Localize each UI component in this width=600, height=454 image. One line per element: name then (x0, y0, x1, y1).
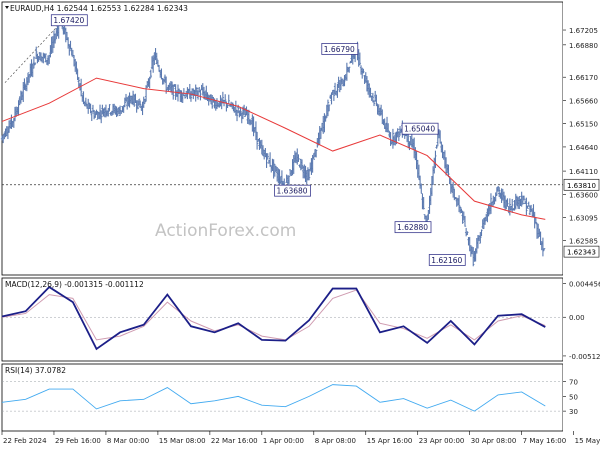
x-tick-label: 8 Mar 00:00 (107, 437, 149, 445)
y-tick-label: 1.63095 (569, 214, 598, 222)
price-header: EURAUD,H4 1.62544 1.62553 1.62284 1.6234… (10, 4, 188, 13)
macd-header: MACD(12,26,9) -0.001315 -0.001112 (5, 280, 144, 289)
x-tick-label: 30 Apr 08:00 (471, 437, 517, 445)
macd-panel (1, 277, 564, 362)
price-label-box (394, 221, 432, 234)
y-tick-label: 1.64110 (569, 168, 598, 176)
macd-tick-label: 0.00 (569, 314, 585, 322)
axis-area (563, 0, 600, 450)
y-tick-label: 1.66880 (569, 42, 598, 50)
price-label: 1.62160 (431, 256, 462, 265)
price-panel (1, 1, 564, 276)
x-tick-label: 1 Apr 00:00 (263, 437, 304, 445)
y-tick-label: 1.62585 (569, 238, 598, 246)
price-label-box (321, 43, 359, 55)
x-tick-label: 15 May 00:00 (575, 437, 600, 445)
x-tick-label: 22 Mar 16:00 (211, 437, 258, 445)
x-tick-label: 15 Mar 08:00 (159, 437, 206, 445)
rsi-line (1, 384, 546, 412)
watermark: ActionForex.com (155, 221, 296, 241)
price-bars (0, 18, 546, 267)
rsi-panel (1, 363, 564, 432)
macd-signal-line (1, 289, 546, 341)
x-tick-label: 22 Feb 2024 (3, 437, 47, 445)
price-label-box (50, 14, 88, 27)
macd-line (1, 285, 546, 351)
price-label-box (274, 184, 311, 197)
x-tick-label: 23 Apr 00:00 (419, 437, 465, 445)
x-tick-label: 7 May 16:00 (523, 437, 567, 445)
price-label: 1.62880 (397, 223, 428, 232)
y-tick-label: 1.65150 (569, 121, 598, 129)
x-tick-label: 15 Apr 16:00 (367, 437, 413, 445)
price-label: 1.67420 (53, 16, 84, 25)
level-tag: 1.63810 (567, 182, 596, 190)
price-label-box (401, 122, 439, 135)
y-tick-label: 1.67205 (569, 27, 598, 35)
rsi-tick-label: 70 (569, 379, 578, 387)
rsi-header: RSI(14) 37.0782 (5, 366, 66, 375)
chevron-down-icon (5, 6, 9, 9)
macd-tick-label: 0.004456 (569, 281, 600, 289)
x-tick-label: 29 Feb 16:00 (55, 437, 101, 445)
price-label: 1.65040 (404, 125, 435, 134)
y-tick-label: 1.66170 (569, 74, 598, 82)
current-price-tag-box (563, 245, 600, 258)
price-label: 1.66790 (324, 45, 355, 54)
price-label: 1.63680 (277, 187, 308, 196)
y-tick-label: 1.63600 (569, 191, 598, 199)
y-tick-label: 1.65660 (569, 97, 598, 105)
macd-tick-label: -0.005128 (569, 353, 600, 361)
x-tick-label: 8 Apr 08:00 (315, 437, 356, 445)
current-price-tag: 1.62343 (567, 249, 596, 257)
rsi-tick-label: 30 (569, 408, 578, 416)
sma-line (1, 77, 546, 220)
y-tick-label: 1.64640 (569, 144, 598, 152)
rsi-tick-label: 50 (569, 393, 578, 401)
level-tag-box (563, 178, 600, 191)
price-label-box (428, 254, 466, 266)
